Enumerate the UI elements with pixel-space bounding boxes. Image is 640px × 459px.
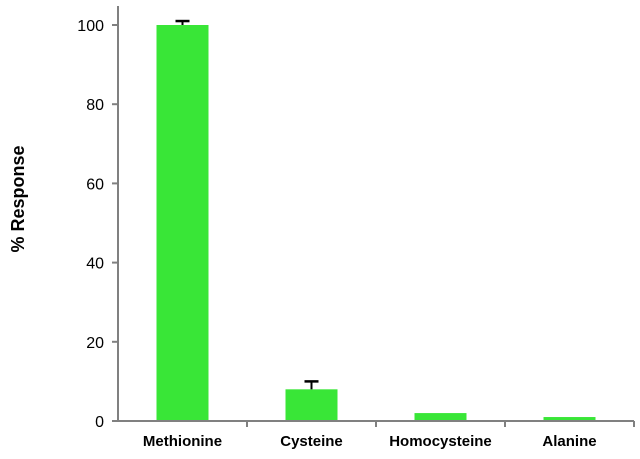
y-tick-label: 0 [95, 414, 104, 431]
x-tick-label: Homocysteine [389, 433, 492, 450]
y-tick-label: 60 [86, 176, 104, 193]
bar-cysteine [285, 389, 338, 421]
y-axis-ticks: 0 20 40 60 80 100 [77, 18, 118, 431]
y-tick-label: 20 [86, 335, 104, 352]
y-tick-label: 80 [86, 97, 104, 114]
x-tick-label: Methionine [143, 433, 222, 450]
x-tick-label: Alanine [542, 433, 596, 450]
bar-alanine [543, 417, 596, 421]
axes-layer [117, 6, 635, 427]
x-axis-labels: Methionine Cysteine Homocysteine Alanine [143, 433, 597, 450]
y-tick-label: 40 [86, 256, 104, 273]
error-bars-layer [175, 19, 319, 390]
bars-layer [156, 25, 596, 421]
bar-homocysteine [414, 413, 467, 421]
y-axis-title: % Response [8, 145, 28, 252]
y-tick-label: 100 [77, 18, 104, 35]
x-tick-label: Cysteine [280, 433, 343, 450]
bar-methionine [156, 25, 209, 421]
